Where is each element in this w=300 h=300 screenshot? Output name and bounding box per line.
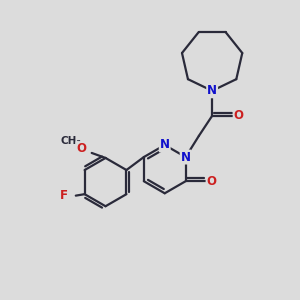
Text: O: O bbox=[234, 109, 244, 122]
Text: N: N bbox=[181, 151, 190, 164]
Text: F: F bbox=[60, 189, 68, 202]
Text: CH₃: CH₃ bbox=[61, 136, 82, 146]
Text: N: N bbox=[160, 139, 170, 152]
Text: O: O bbox=[206, 175, 217, 188]
Text: O: O bbox=[76, 142, 86, 155]
Text: N: N bbox=[207, 84, 217, 97]
